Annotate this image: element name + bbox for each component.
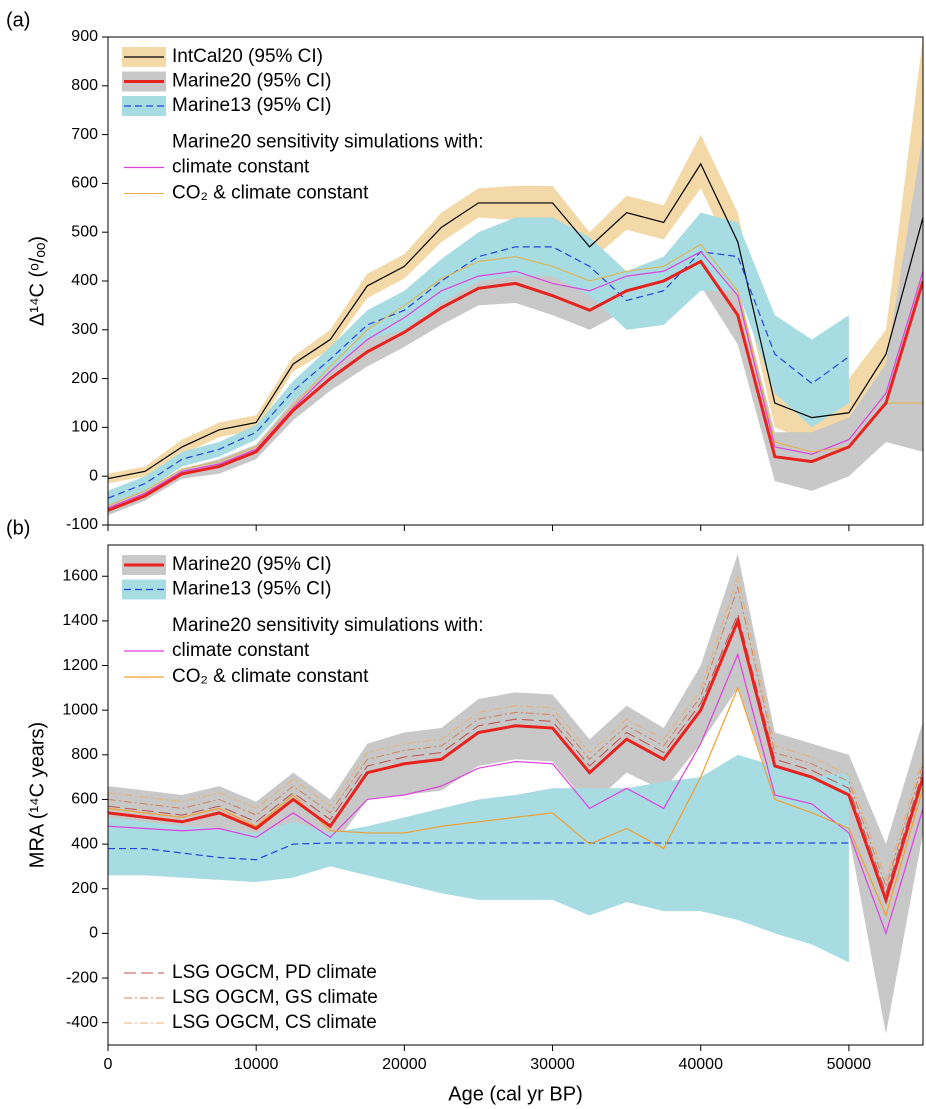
y-tick-label: 100 [71,419,98,436]
ci-band [108,553,923,1034]
legend-label: Marine13 (95% CI) [172,579,331,600]
y-tick-label: 1600 [62,567,98,584]
series-line [108,616,923,905]
legend-label: LSG OGCM, PD climate [172,962,377,983]
y-tick-label: 500 [71,223,98,240]
series-line [108,246,850,499]
y-tick-label: 600 [71,175,98,192]
y-tick-label: 400 [71,835,98,852]
y-tick-label: -100 [66,516,98,533]
legend-label: climate constant [172,640,310,661]
panel-label: (b) [6,517,30,539]
legend-label: Marine13 (95% CI) [172,95,331,116]
plot-frame [107,544,924,1046]
y-tick-label: -400 [66,1014,98,1031]
series-line [108,259,923,512]
series-line [108,652,923,936]
ci-band [108,134,923,516]
y-tick-label: 900 [71,28,98,45]
series-line [108,686,923,918]
legend-label: CO₂ & climate constant [172,183,369,204]
legend-title: Marine20 sensitivity simulations with: [172,615,484,636]
y-tick-label: 300 [71,321,98,338]
plot-area [108,553,923,1034]
legend-label: IntCal20 (95% CI) [172,46,323,67]
x-tick-label: 50000 [827,1056,872,1073]
plot-area [108,37,923,516]
series-line [108,250,923,509]
y-tick-label: 800 [71,77,98,94]
y-axis-title: Δ¹⁴C (ᵒ/ₒₒ) [26,236,48,326]
legend-label: LSG OGCM, CS climate [172,1012,377,1033]
ci-band [108,754,849,963]
x-tick-label: 10000 [234,1056,279,1073]
y-tick-label: 200 [71,370,98,387]
y-tick-label: 600 [71,791,98,808]
y-tick-label: 1400 [62,612,98,629]
series-line [108,162,923,480]
legend-label: CO₂ & climate constant [172,666,369,687]
x-tick-label: 20000 [382,1056,427,1073]
y-tick-label: 400 [71,272,98,289]
series-line [108,612,923,895]
legend-label: Marine20 (95% CI) [172,71,331,92]
legend-band [122,96,166,116]
y-tick-label: 1200 [62,657,98,674]
x-tick-label: 0 [104,1056,113,1073]
ci-band [108,212,849,506]
y-tick-label: 200 [71,880,98,897]
panel-label: (a) [6,9,30,31]
y-tick-label: 1000 [62,701,98,718]
x-tick-label: 40000 [678,1056,723,1073]
series-line [108,585,923,889]
y-tick-label: 800 [71,746,98,763]
legend-label: Marine20 (95% CI) [172,554,331,575]
legend-label: climate constant [172,157,310,178]
series-line [108,243,923,506]
legend-title: Marine20 sensitivity simulations with: [172,132,484,153]
legend-band [122,579,166,600]
y-tick-label: 0 [89,467,98,484]
series-line [108,574,923,882]
y-tick-label: -200 [66,969,98,986]
y-axis-title: MRA (¹⁴C years) [26,722,48,868]
y-tick-label: 0 [89,925,98,942]
y-tick-label: 700 [71,126,98,143]
x-axis-title: Age (cal yr BP) [448,1083,582,1105]
legend-label: LSG OGCM, GS climate [172,987,378,1008]
series-line [108,842,849,861]
x-tick-label: 30000 [530,1056,575,1073]
